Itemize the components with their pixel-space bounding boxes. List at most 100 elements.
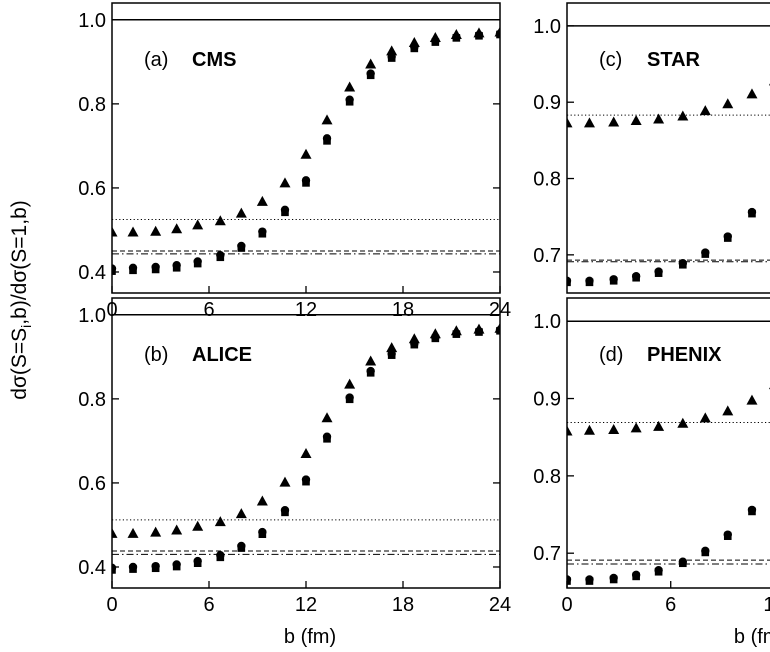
square-marker xyxy=(345,97,354,106)
triangle-marker xyxy=(630,115,642,126)
triangle-marker xyxy=(746,88,758,99)
square-marker xyxy=(281,508,289,517)
square-marker xyxy=(679,559,687,568)
triangle-marker xyxy=(214,215,226,226)
y-axis-label-rest: ,b)/dσ(S=1,b) xyxy=(8,200,31,324)
square-marker xyxy=(567,577,571,585)
square-marker xyxy=(387,351,396,359)
square-marker xyxy=(258,229,267,238)
square-marker xyxy=(172,263,181,272)
triangle-marker xyxy=(171,524,183,535)
x-tick-label: 24 xyxy=(489,594,511,616)
x-tick-label: 0 xyxy=(106,594,117,616)
square-marker xyxy=(366,71,375,80)
square-marker xyxy=(302,477,310,486)
panel-title: STAR xyxy=(647,49,701,71)
y-tick-label: 0.6 xyxy=(78,178,106,200)
square-marker xyxy=(723,234,732,242)
square-marker xyxy=(632,273,640,282)
square-marker xyxy=(366,369,375,377)
square-marker xyxy=(654,269,663,277)
triangle-marker xyxy=(171,223,183,234)
panel-frame xyxy=(111,297,501,589)
square-marker xyxy=(216,253,225,262)
x-tick-label: 0 xyxy=(561,594,572,616)
triangle-marker xyxy=(235,508,247,519)
triangle-marker xyxy=(344,81,356,92)
triangle-marker xyxy=(256,195,268,206)
triangle-marker xyxy=(365,355,377,366)
y-tick-label: 1.0 xyxy=(78,305,106,327)
panel-title: ALICE xyxy=(192,344,252,366)
triangle-marker xyxy=(567,425,573,436)
square-marker xyxy=(387,54,396,62)
plot-area xyxy=(567,320,770,585)
square-marker xyxy=(748,507,756,516)
y-tick-label: 0.4 xyxy=(78,262,106,284)
square-marker xyxy=(410,44,419,53)
square-marker xyxy=(496,326,500,335)
triangle-marker xyxy=(677,110,689,121)
square-marker xyxy=(431,38,440,46)
square-marker xyxy=(679,260,687,269)
square-marker xyxy=(193,559,202,568)
triangle-marker xyxy=(567,117,573,128)
square-marker xyxy=(410,340,419,349)
panels-group: 0.4 0.6 0.8 1.0 0 6 12 18 24 (a) CMS 0.4 0.6 0.8 1.0 0 6… xyxy=(78,2,770,648)
triangle-marker xyxy=(653,420,665,431)
square-marker xyxy=(151,265,160,274)
y-tick-label: 1.0 xyxy=(78,10,106,32)
plot-area xyxy=(112,19,500,275)
square-marker xyxy=(129,565,137,573)
x-tick-label: 18 xyxy=(392,299,414,321)
triangle-marker xyxy=(279,476,291,487)
square-marker xyxy=(585,278,594,287)
panel-phenix: 0.7 0.8 0.9 1.0 0 6 12 (d) PHENIX b (fm) xyxy=(533,297,770,648)
x-tick-label: 6 xyxy=(665,594,676,616)
square-marker xyxy=(567,278,571,287)
square-marker xyxy=(151,564,160,573)
triangle-marker xyxy=(321,114,333,125)
square-marker xyxy=(723,532,732,540)
y-tick-label: 0.8 xyxy=(78,94,106,116)
panel-title: CMS xyxy=(192,49,236,71)
y-tick-label: 0.9 xyxy=(533,389,561,411)
square-marker xyxy=(323,137,331,145)
triangle-marker xyxy=(386,45,398,56)
y-tick-label: 0.7 xyxy=(533,245,561,267)
x-tick-label: 6 xyxy=(203,594,214,616)
triangle-marker xyxy=(192,219,204,230)
y-axis-label: dσ(S=Si,b)/dσ(S=1,b) xyxy=(8,200,34,399)
x-tick-label: 12 xyxy=(763,594,770,616)
plot-area xyxy=(112,314,500,574)
square-marker xyxy=(237,244,246,252)
panel-frame xyxy=(566,2,770,294)
triangle-marker xyxy=(127,226,139,237)
y-tick-label: 0.9 xyxy=(533,92,561,114)
y-tick-label: 0.4 xyxy=(78,557,106,579)
panel-star: 0.7 0.8 0.9 1.0 (c) STAR xyxy=(533,2,770,294)
triangle-marker xyxy=(653,113,665,124)
square-marker xyxy=(496,30,500,39)
x-tick-label: 6 xyxy=(203,299,214,321)
square-marker xyxy=(345,395,354,404)
x-tick-label: 18 xyxy=(392,594,414,616)
triangle-marker xyxy=(300,448,312,459)
x-tick-label: 12 xyxy=(295,594,317,616)
square-marker xyxy=(452,34,461,42)
triangle-marker xyxy=(112,226,118,237)
triangle-marker xyxy=(608,423,620,434)
triangle-marker xyxy=(608,116,620,127)
square-marker xyxy=(431,334,440,343)
panel-cms: 0.40.60.81.00 6 12 18 24(a) CMS xyxy=(78,2,511,321)
y-tick-label: 0.8 xyxy=(533,466,561,488)
y-tick-label: 1.0 xyxy=(533,311,561,333)
square-marker xyxy=(302,179,310,187)
triangle-marker xyxy=(127,527,139,538)
square-marker xyxy=(654,567,663,576)
panel-label: (b) xyxy=(144,344,168,366)
y-tick-label: 1.0 xyxy=(533,16,561,38)
triangle-marker xyxy=(583,117,595,128)
triangle-marker xyxy=(112,527,118,538)
